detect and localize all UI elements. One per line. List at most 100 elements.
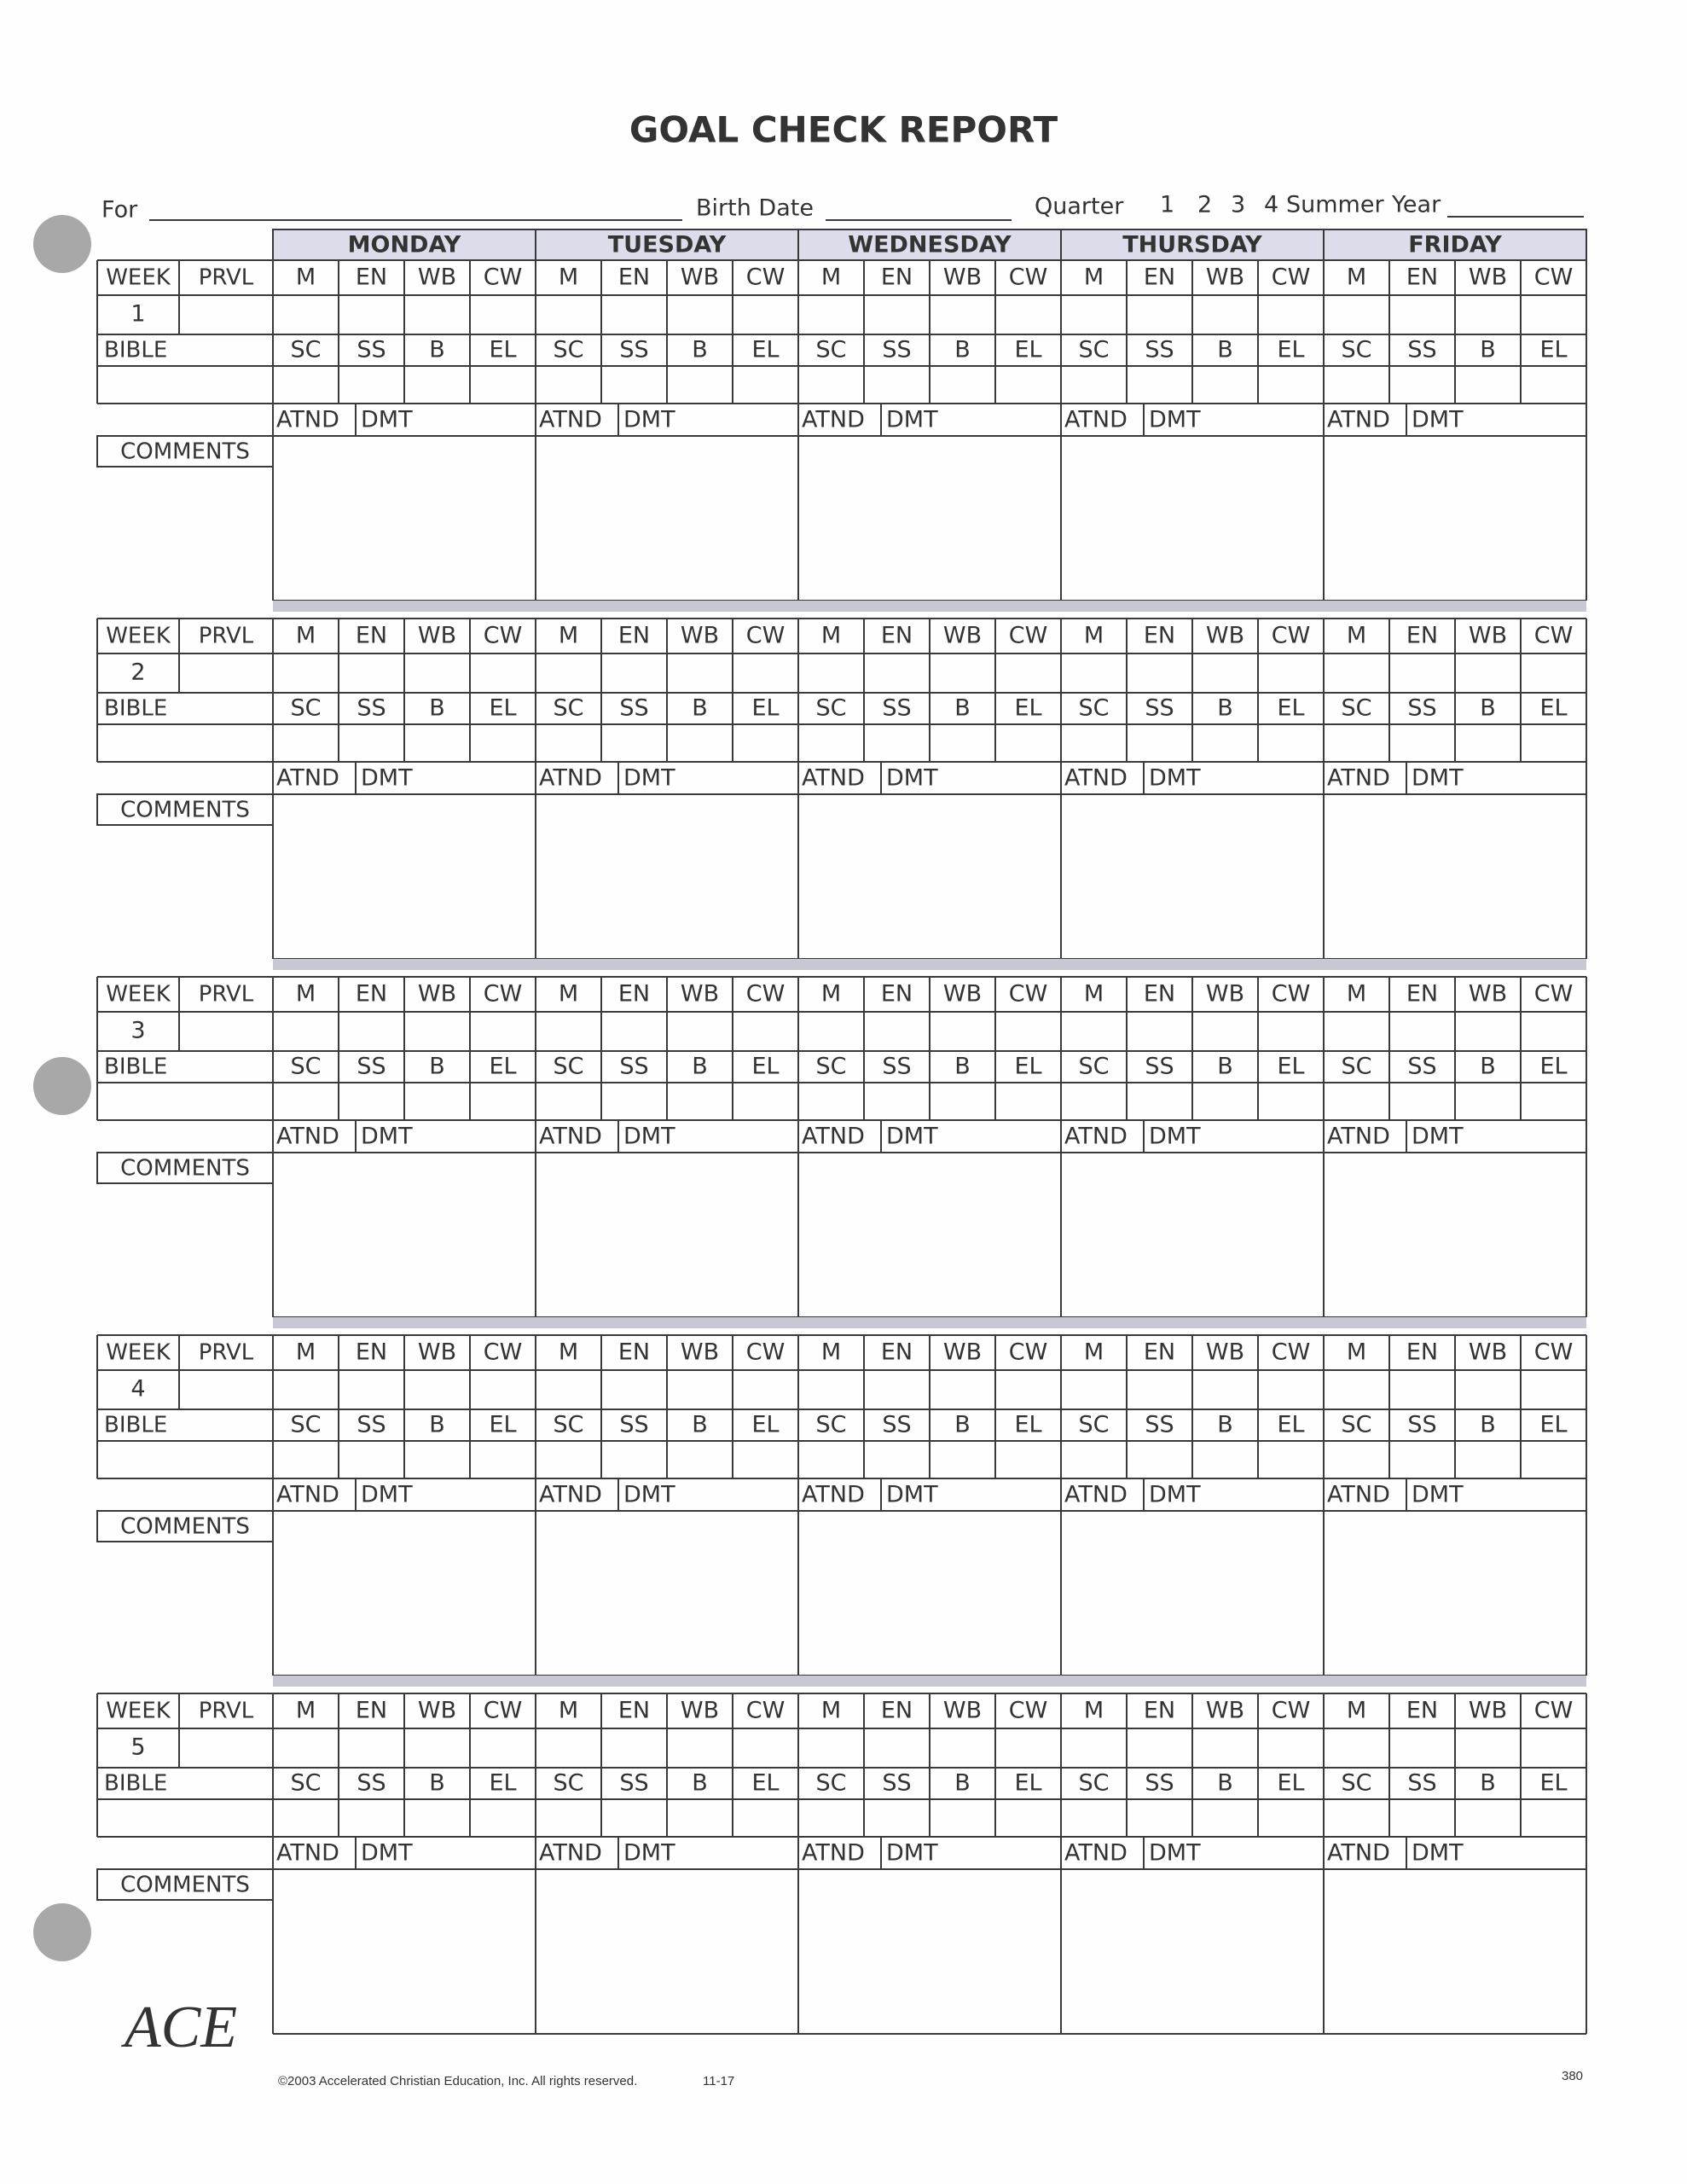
week-label: WEEK [106,1340,171,1366]
attendance-label: ATND [802,1482,865,1508]
attendance-label: DMT [623,1124,675,1150]
subject-label: EN [356,1339,387,1366]
subject-label: WB [1469,1698,1507,1724]
attendance-label: ATND [802,765,865,792]
bible-subject-label: SC [816,1412,847,1438]
bible-subject-label: EL [1014,1412,1041,1438]
subject-label: WB [681,264,719,291]
attendance-label: DMT [1412,765,1464,792]
subject-label: M [821,981,841,1008]
week-band [273,601,1586,612]
bible-subject-label: SC [1079,337,1110,363]
attendance-label: ATND [539,765,602,792]
subject-label: M [296,981,316,1008]
quarter-option: Summer [1286,192,1384,218]
subject-label: WB [943,623,982,649]
bible-subject-label: SS [882,1054,911,1080]
week-label: WEEK [106,624,171,649]
bible-subject-label: EL [1539,1054,1567,1080]
subject-label: WB [1469,1339,1507,1366]
subject-label: EN [1406,623,1438,649]
bible-subject-label: B [1217,337,1233,363]
bible-subject-label: SC [1342,1412,1372,1438]
subject-label: M [1084,1698,1104,1724]
subject-label: CW [1009,1698,1048,1724]
subject-label: CW [484,1339,523,1366]
bible-subject-label: SC [816,695,847,722]
bible-subject-label: EL [489,1054,516,1080]
bible-subject-label: B [1217,695,1233,722]
subject-label: M [1084,981,1104,1008]
subject-label: WB [681,623,719,649]
bible-subject-label: B [429,1054,445,1080]
form-code: 11-17 [703,2074,734,2088]
attendance-label: DMT [361,407,413,433]
subject-label: M [1084,623,1104,649]
subject-label: CW [746,981,786,1008]
bible-label: BIBLE [104,696,167,722]
bible-subject-label: SC [1342,1054,1372,1080]
attendance-label: ATND [802,1840,865,1867]
bible-subject-label: SC [1079,1412,1110,1438]
subject-label: WB [943,264,982,291]
attendance-label: DMT [1149,1124,1201,1150]
bible-subject-label: EL [751,1412,779,1438]
subject-label: EN [881,1698,913,1724]
subject-label: M [821,264,841,291]
subject-label: M [296,623,316,649]
attendance-label: ATND [276,1482,339,1508]
comments-label: COMMENTS [120,1514,250,1540]
day-name: THURSDAY [1122,232,1262,258]
subject-label: M [821,1698,841,1724]
week-label: WEEK [106,265,171,291]
attendance-label: DMT [1412,1840,1464,1867]
bible-subject-label: EL [1539,1412,1567,1438]
week-number: 1 [130,301,145,328]
week-band [273,1317,1586,1328]
prvl-label: PRVL [199,624,254,649]
bible-subject-label: SC [291,337,322,363]
subject-label: CW [484,264,523,291]
bible-subject-label: B [1480,337,1496,363]
bible-subject-label: EL [1539,1770,1567,1797]
bible-subject-label: SS [619,695,648,722]
bible-subject-label: SS [882,695,911,722]
week-number: 3 [130,1018,145,1044]
bible-subject-label: B [1480,1770,1496,1797]
attendance-label: DMT [1412,1482,1464,1508]
prvl-label: PRVL [199,1340,254,1366]
subject-label: WB [681,1698,719,1724]
attendance-label: ATND [539,1482,602,1508]
attendance-label: ATND [1064,1124,1128,1150]
attendance-label: ATND [276,765,339,792]
day-name: FRIDAY [1408,232,1502,258]
attendance-label: DMT [623,1482,675,1508]
subject-label: M [559,264,578,291]
bible-subject-label: B [692,337,708,363]
week-number: 4 [130,1376,145,1403]
day-name: TUESDAY [608,232,727,258]
attendance-label: ATND [1064,765,1128,792]
bible-subject-label: EL [751,337,779,363]
punch-hole [33,215,91,273]
bible-subject-label: B [429,337,445,363]
subject-label: WB [418,264,456,291]
attendance-label: ATND [802,1124,865,1150]
bible-subject-label: SC [554,1412,584,1438]
subject-label: CW [746,1698,786,1724]
attendance-label: ATND [802,407,865,433]
subject-label: EN [1144,1339,1175,1366]
bible-subject-label: B [954,695,971,722]
subject-label: CW [484,1698,523,1724]
subject-label: M [1347,264,1366,291]
subject-label: CW [484,623,523,649]
subject-label: WB [943,1339,982,1366]
attendance-label: ATND [1327,765,1390,792]
comments-label: COMMENTS [120,798,250,823]
bible-subject-label: B [429,695,445,722]
year-label: Year [1391,192,1441,218]
subject-label: CW [1534,623,1574,649]
subject-label: WB [943,1698,982,1724]
